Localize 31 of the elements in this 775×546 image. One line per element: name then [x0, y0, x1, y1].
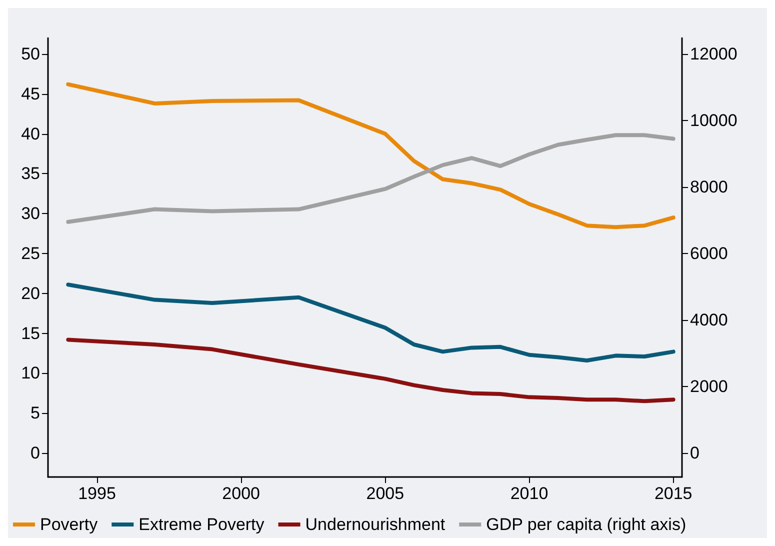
y2-tick-label: 0 — [690, 444, 700, 463]
y-tick-label: 40 — [21, 124, 40, 144]
y-tick-label: 50 — [21, 44, 40, 64]
y2-tick-label: 4000 — [690, 310, 728, 330]
legend-label: Extreme Poverty — [138, 515, 265, 534]
x-tick-label: 2005 — [366, 484, 404, 503]
y-tick-label: 5 — [30, 404, 40, 423]
x-tick-label: 2000 — [222, 484, 260, 503]
legend-label: GDP per capita (right axis) — [486, 515, 686, 534]
y2-tick-label: 2000 — [690, 377, 728, 396]
y-tick-label: 15 — [21, 324, 40, 343]
line-series — [66, 133, 676, 224]
y2-tick-label: 8000 — [690, 177, 728, 196]
legend-label: Poverty — [40, 515, 98, 534]
y-tick-label: 30 — [21, 204, 40, 224]
x-tick-label: 1995 — [78, 484, 116, 503]
x-tick-label: 2010 — [510, 484, 548, 503]
y2-tick-label: 6000 — [690, 244, 728, 264]
y-tick-label: 20 — [21, 284, 40, 303]
line-series — [66, 82, 676, 230]
legend-label: Undernourishment — [305, 515, 446, 534]
line-series — [66, 282, 676, 362]
y2-tick-label: 12000 — [690, 44, 738, 64]
y-tick-label: 25 — [21, 244, 40, 264]
y2-tick-label: 10000 — [690, 110, 738, 130]
y-tick-label: 45 — [21, 84, 40, 104]
x-tick-label: 2015 — [654, 484, 692, 503]
y-tick-label: 35 — [21, 164, 40, 184]
line-series — [66, 338, 676, 404]
y-tick-label: 0 — [30, 444, 40, 463]
y-tick-label: 10 — [21, 364, 40, 383]
